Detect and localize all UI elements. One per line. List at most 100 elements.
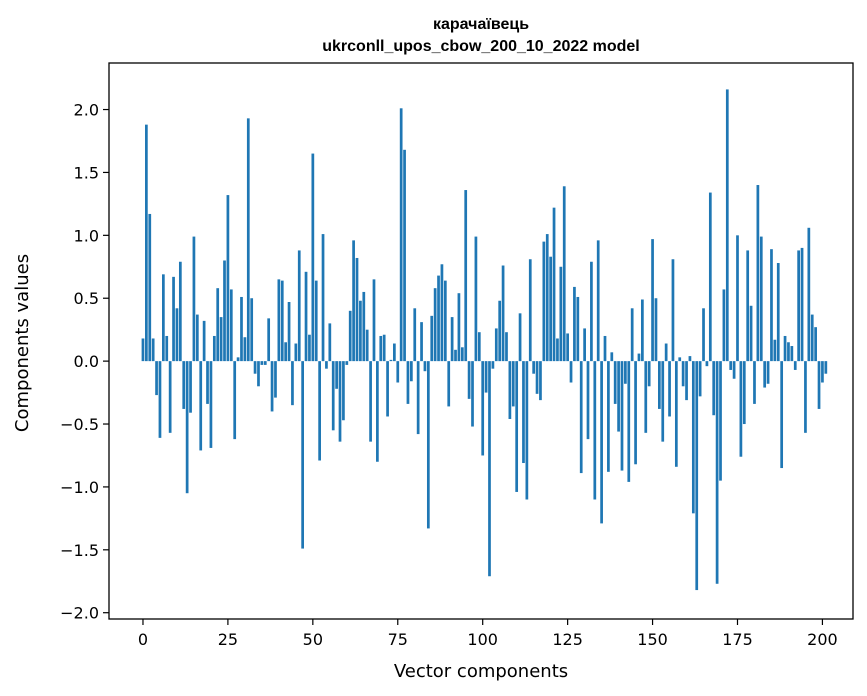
bar-171 <box>722 289 726 362</box>
bar-157 <box>674 361 678 467</box>
bar-0 <box>141 338 145 362</box>
bar-166 <box>705 361 709 367</box>
bar-9 <box>172 276 175 362</box>
bar-30 <box>243 337 247 362</box>
bar-1 <box>145 124 148 362</box>
y-tick-label: −1.5 <box>60 541 99 560</box>
bar-12 <box>182 361 186 409</box>
bar-113 <box>525 361 529 500</box>
bar-186 <box>773 339 777 362</box>
bar-152 <box>658 361 661 409</box>
bar-36 <box>263 361 267 365</box>
bar-84 <box>426 361 430 529</box>
bar-78 <box>406 361 410 404</box>
bar-112 <box>522 361 525 464</box>
bar-200 <box>821 361 824 383</box>
bar-94 <box>460 347 464 362</box>
bar-31 <box>246 118 250 362</box>
bar-143 <box>627 361 631 482</box>
bar-106 <box>501 265 505 362</box>
y-tick-label: 1.0 <box>74 226 99 245</box>
bar-188 <box>780 361 784 469</box>
bar-150 <box>651 239 654 362</box>
bar-135 <box>600 361 603 524</box>
bar-92 <box>454 349 457 362</box>
bar-119 <box>545 234 549 362</box>
bar-16 <box>195 314 199 362</box>
bar-162 <box>691 361 695 514</box>
bar-134 <box>596 240 600 362</box>
bar-4 <box>155 361 158 396</box>
bar-129 <box>579 361 583 474</box>
bar-66 <box>365 329 369 362</box>
bar-191 <box>790 346 794 362</box>
bar-100 <box>481 361 485 456</box>
bar-75 <box>396 361 400 383</box>
bar-68 <box>372 279 376 362</box>
bar-57 <box>335 361 338 389</box>
bar-29 <box>240 296 243 362</box>
bar-107 <box>505 332 508 362</box>
bar-6 <box>162 274 165 362</box>
bar-123 <box>559 266 563 362</box>
y-tick-label: 1.5 <box>74 163 99 182</box>
x-tick-label: 150 <box>637 630 668 649</box>
x-tick-label: 0 <box>138 630 148 649</box>
bar-130 <box>583 328 586 362</box>
bar-90 <box>447 361 451 407</box>
bar-52 <box>318 361 321 461</box>
bar-37 <box>267 318 271 362</box>
bar-198 <box>814 327 817 362</box>
bar-18 <box>202 320 206 362</box>
bar-147 <box>641 299 644 362</box>
bar-175 <box>736 235 739 362</box>
bar-71 <box>382 334 386 362</box>
bar-159 <box>681 361 685 387</box>
bar-151 <box>654 298 658 362</box>
x-axis-label: Vector components <box>394 661 568 682</box>
bar-42 <box>284 342 288 362</box>
bar-158 <box>678 357 682 362</box>
bar-173 <box>729 361 733 370</box>
chart-subtitle: ukrconll_upos_cbow_200_10_2022 model <box>322 38 639 55</box>
bar-183 <box>763 361 767 388</box>
bar-177 <box>742 361 746 425</box>
bar-124 <box>562 186 566 362</box>
bar-138 <box>610 352 614 362</box>
bar-10 <box>175 308 179 362</box>
bar-24 <box>223 260 226 362</box>
bar-22 <box>216 288 220 362</box>
bar-5 <box>158 361 162 438</box>
x-tick-label: 25 <box>218 630 238 649</box>
bar-69 <box>376 361 379 462</box>
bar-34 <box>257 361 260 387</box>
bar-189 <box>783 335 787 362</box>
bar-174 <box>732 361 736 379</box>
bar-11 <box>178 261 182 362</box>
bar-96 <box>467 361 471 399</box>
bar-17 <box>199 361 203 451</box>
bar-35 <box>260 361 264 365</box>
bar-33 <box>253 361 257 374</box>
bar-70 <box>379 335 383 362</box>
bar-8 <box>168 361 172 433</box>
bar-104 <box>494 328 498 362</box>
bar-28 <box>236 357 240 362</box>
bar-156 <box>671 259 675 362</box>
bar-102 <box>488 361 491 577</box>
y-axis-ticks: −2.0 −1.5 −1.0 −0.5 0.0 0.5 1.0 1.5 2.0 <box>60 101 109 623</box>
bar-23 <box>219 317 223 362</box>
bar-184 <box>766 361 770 384</box>
bar-85 <box>430 315 434 362</box>
bar-83 <box>423 361 427 372</box>
bar-49 <box>308 334 311 362</box>
bar-136 <box>603 335 607 362</box>
bar-81 <box>416 361 420 435</box>
bar-193 <box>797 250 800 362</box>
bar-141 <box>620 361 624 471</box>
bar-93 <box>457 293 461 362</box>
bar-54 <box>325 361 328 369</box>
y-tick-label: 0.5 <box>74 289 99 308</box>
bar-142 <box>624 361 627 384</box>
bar-187 <box>776 263 780 362</box>
